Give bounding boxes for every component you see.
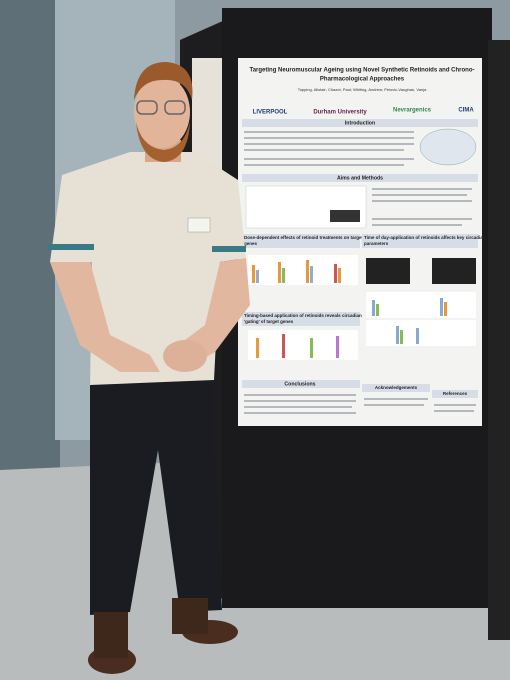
body-text	[372, 188, 472, 226]
section-heading: Dose-dependent effects of retinoid treat…	[244, 235, 364, 240]
body-text	[244, 394, 476, 414]
section-bar	[242, 234, 360, 248]
figure	[419, 128, 477, 166]
section-heading: Time of day-application of retinoids aff…	[364, 235, 486, 240]
section-heading: Conclusions	[284, 381, 315, 387]
section-heading: Aims and Methods	[337, 175, 383, 181]
section-heading: References	[443, 391, 468, 396]
wall-shadow	[0, 0, 60, 470]
body-text	[244, 131, 414, 166]
figure	[330, 210, 360, 222]
next-board	[488, 40, 510, 640]
poster-title: Targeting Neuromuscular Ageing using Nov…	[249, 68, 474, 74]
logo: CIMA	[458, 108, 474, 114]
logo: Nevrargenics	[393, 108, 432, 114]
section-bar	[432, 390, 478, 398]
bar-figures	[248, 255, 476, 360]
logo: Durham University	[313, 110, 367, 116]
section-bar	[242, 312, 360, 326]
section-bar	[362, 234, 478, 248]
section-heading: genes	[244, 241, 258, 246]
section-heading: 'gating' of target genes	[244, 319, 294, 324]
poster-authors: Topping, Alistair; Chazot, Paul; Whiting…	[298, 87, 427, 92]
section-bar	[242, 174, 478, 182]
poster-title: Pharmacological Approaches	[320, 77, 405, 83]
section-heading: Introduction	[345, 120, 375, 126]
section-bar	[242, 119, 478, 127]
logo: LIVERPOOL	[253, 110, 288, 116]
section-heading: parameters	[364, 241, 389, 246]
person	[48, 62, 250, 674]
section-heading: Acknowledgements	[375, 385, 418, 390]
section-bar	[362, 384, 430, 392]
section-heading: Timing-based application of retinoids re…	[244, 313, 362, 318]
section-bar	[242, 380, 360, 388]
